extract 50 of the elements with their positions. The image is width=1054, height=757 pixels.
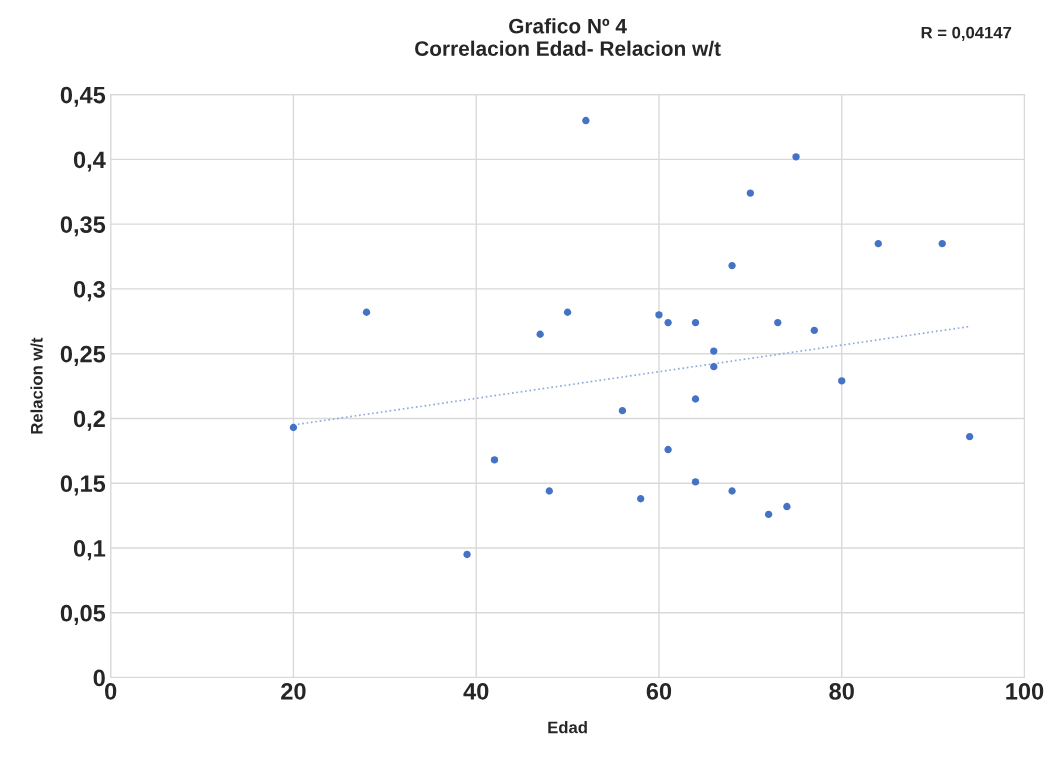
point bbox=[764, 510, 773, 518]
point bbox=[691, 395, 700, 403]
point bbox=[655, 311, 663, 319]
point bbox=[728, 487, 736, 495]
point bbox=[637, 495, 645, 503]
point bbox=[965, 432, 974, 441]
point bbox=[664, 318, 672, 327]
x-tick-label: 80 bbox=[829, 683, 854, 700]
point bbox=[563, 308, 572, 316]
point bbox=[838, 377, 846, 385]
point bbox=[664, 445, 672, 454]
x-tick-label: 0 bbox=[105, 683, 117, 700]
point bbox=[582, 116, 590, 125]
y-axis-title: Relacion w/t bbox=[30, 337, 43, 434]
y-tick-label: 0,2 bbox=[73, 410, 105, 431]
point bbox=[545, 487, 553, 495]
point bbox=[691, 318, 700, 327]
x-tick-label: 100 bbox=[1006, 683, 1044, 700]
y-tick-label: 0 bbox=[93, 669, 105, 687]
point bbox=[691, 478, 700, 486]
point bbox=[490, 456, 499, 464]
point bbox=[810, 326, 818, 335]
point bbox=[874, 239, 882, 248]
point bbox=[792, 153, 800, 161]
y-tick-label: 0,1 bbox=[73, 540, 106, 561]
point bbox=[783, 502, 791, 511]
point bbox=[746, 189, 755, 197]
y-tick-label: 0,35 bbox=[60, 216, 106, 237]
x-axis-title: Edad bbox=[548, 721, 587, 734]
point bbox=[618, 407, 627, 415]
point bbox=[463, 550, 471, 559]
point bbox=[710, 347, 718, 355]
y-tick-label: 0,25 bbox=[60, 345, 106, 366]
point bbox=[536, 330, 544, 338]
text: R = 0,04147 bbox=[921, 26, 1012, 41]
x-tick-label: 60 bbox=[646, 683, 672, 700]
y-tick-label: 0,45 bbox=[60, 86, 106, 107]
point bbox=[710, 362, 718, 371]
y-tick-label: 0,15 bbox=[60, 475, 106, 496]
point bbox=[362, 308, 371, 316]
point bbox=[938, 239, 946, 248]
y-tick-label: 0,3 bbox=[73, 280, 105, 302]
x-tick-label: 20 bbox=[281, 683, 306, 700]
y-tick-label: 0,05 bbox=[60, 604, 106, 625]
point bbox=[774, 318, 782, 327]
point bbox=[289, 423, 298, 432]
x-tick-label: 40 bbox=[463, 683, 489, 700]
y-tick-label: 0,4 bbox=[73, 151, 106, 172]
chart-title: Grafico Nº 4 Correlacion Edad- Relacion w/t bbox=[415, 18, 721, 57]
point bbox=[728, 261, 736, 270]
